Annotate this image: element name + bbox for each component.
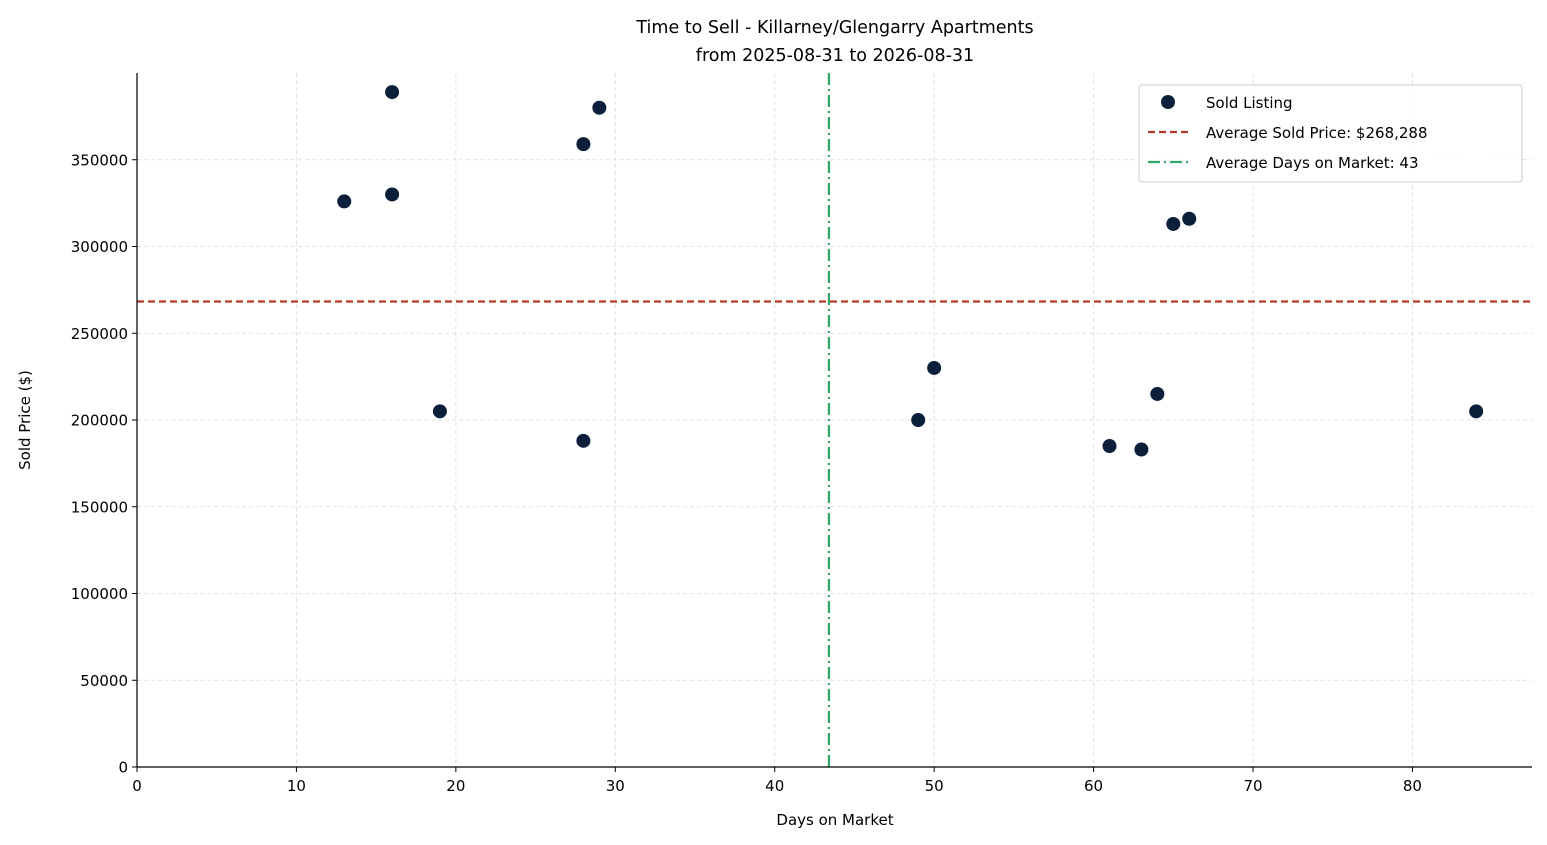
legend-marker-sold-listing — [1161, 95, 1175, 109]
y-tick-label: 0 — [118, 759, 128, 777]
x-tick-label: 30 — [606, 777, 625, 795]
data-point — [1150, 386, 1165, 401]
x-tick-label: 80 — [1403, 777, 1422, 795]
x-axis-label: Days on Market — [776, 811, 893, 829]
data-point — [1102, 439, 1117, 454]
data-point — [1134, 442, 1149, 457]
x-tick-label: 50 — [925, 777, 944, 795]
x-tick-label: 40 — [765, 777, 784, 795]
data-point — [927, 360, 942, 375]
data-point — [385, 85, 400, 100]
legend-label-avg-days: Average Days on Market: 43 — [1206, 154, 1419, 172]
legend-box — [1138, 84, 1523, 183]
y-tick-label: 100000 — [71, 585, 128, 603]
y-tick-label: 50000 — [80, 672, 128, 690]
data-point — [1166, 216, 1181, 231]
x-tick-label: 0 — [132, 777, 142, 795]
y-tick-label: 350000 — [71, 151, 128, 169]
data-point — [1469, 404, 1484, 419]
y-axis-label: Sold Price ($) — [16, 370, 34, 470]
y-tick-label: 150000 — [71, 498, 128, 516]
x-axis-ticks: 0 10 20 30 40 50 60 70 80 — [132, 767, 1422, 795]
data-point — [337, 194, 352, 209]
data-point — [432, 404, 447, 419]
data-point — [576, 137, 591, 152]
chart-subtitle: from 2025-08-31 to 2026-08-31 — [696, 46, 974, 66]
y-tick-label: 200000 — [71, 412, 128, 430]
chart-title: Time to Sell - Killarney/Glengarry Apart… — [635, 18, 1033, 38]
legend: Sold Listing Average Sold Price: $268,28… — [1138, 84, 1523, 183]
data-point — [385, 187, 400, 202]
y-tick-label: 300000 — [71, 238, 128, 256]
x-tick-label: 60 — [1084, 777, 1103, 795]
data-point — [592, 100, 607, 115]
legend-label-avg-price: Average Sold Price: $268,288 — [1206, 124, 1428, 142]
data-point — [911, 413, 926, 427]
x-tick-label: 20 — [446, 777, 465, 795]
reference-lines — [137, 73, 1532, 767]
data-point — [1182, 211, 1197, 226]
data-point — [576, 433, 591, 448]
y-tick-label: 250000 — [71, 325, 128, 343]
x-tick-label: 70 — [1243, 777, 1262, 795]
y-axis-ticks: 0 50000 100000 150000 200000 250000 300000 3500… — [71, 151, 137, 777]
legend-label-sold-listing: Sold Listing — [1206, 94, 1293, 112]
x-tick-label: 10 — [287, 777, 306, 795]
data-points — [337, 85, 1484, 457]
